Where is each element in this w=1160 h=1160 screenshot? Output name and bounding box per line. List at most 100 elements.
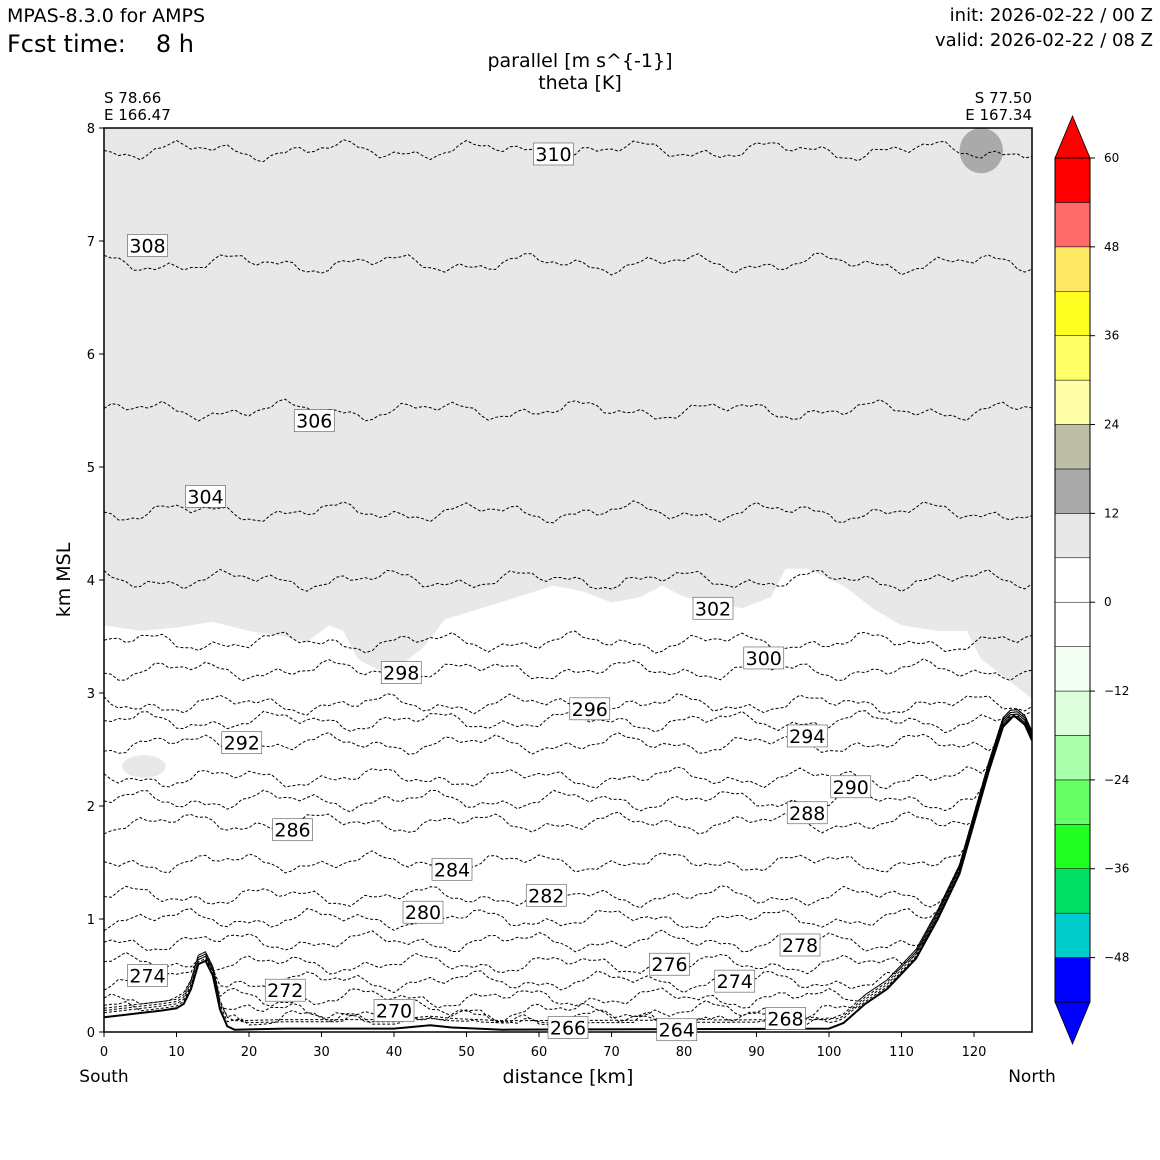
theta-contour: [104, 713, 1032, 1026]
contour-label-box: [402, 900, 444, 924]
x-tick-label: 20: [241, 1045, 258, 1060]
contour-label-text: 266: [550, 1017, 586, 1039]
contour-label-box: [786, 801, 828, 825]
colorbar-segment: [1054, 379, 1091, 425]
y-axis-label: km MSL: [53, 542, 75, 617]
y-tick-label: 0: [87, 1026, 95, 1041]
contour-label-box: [380, 661, 422, 684]
contour-label-box: [569, 697, 611, 721]
y-tick-label: 2: [87, 800, 95, 815]
theta-contour: [104, 139, 1032, 163]
theta-contour: [104, 715, 1032, 1023]
theta-contour: [104, 711, 1032, 1024]
colorbar-segment: [1054, 291, 1091, 336]
contour-label-text: 282: [528, 885, 564, 907]
terrain-line: [104, 714, 1032, 1031]
x-tick-label: 100: [817, 1045, 842, 1060]
chart-title: parallel [m s^{-1}]: [487, 50, 672, 72]
colorbar-tick-label: 24: [1104, 418, 1119, 432]
theta-contour: [104, 709, 1032, 1009]
theta-contour: [104, 713, 1032, 874]
forecast-time-value: 8 h: [155, 30, 194, 58]
colorbar-tick-label: −24: [1104, 773, 1129, 787]
contour-label-box: [692, 596, 734, 620]
colorbar-segment: [1054, 868, 1091, 914]
x-tick-label: 60: [531, 1045, 548, 1060]
theta-contour-label: 272: [264, 978, 306, 1002]
theta-contour-label: 280: [402, 900, 444, 924]
colorbar-segment: [1054, 957, 1091, 1003]
shaded-wind-region: [104, 128, 1032, 699]
x-tick-label: 80: [676, 1045, 693, 1060]
contour-label-box: [649, 952, 690, 976]
contour-label-box: [373, 999, 415, 1022]
colorbar-segment: [1054, 513, 1091, 559]
x-tick-label: 70: [603, 1045, 620, 1060]
colorbar-tick-label: 0: [1104, 595, 1112, 609]
contour-label-box: [127, 234, 168, 257]
left-end-lat: S 78.66: [104, 89, 161, 107]
theta-contour-label: 304: [185, 485, 226, 508]
theta-contour: [104, 568, 1032, 592]
theta-contour-label: 302: [692, 596, 734, 620]
colorbar-tick-label: 60: [1104, 151, 1119, 165]
theta-contour: [104, 711, 1032, 909]
contour-label-text: 306: [296, 411, 332, 433]
contour-label-box: [779, 933, 821, 957]
contour-label-box: [293, 409, 335, 432]
y-tick-label: 6: [87, 348, 95, 363]
contour-label-box: [656, 1018, 698, 1042]
x-tick-label: 50: [458, 1045, 475, 1060]
colorbar-segment: [1054, 202, 1091, 248]
valid-time: valid: 2026-02-22 / 08 Z: [935, 30, 1153, 51]
colorbar-segment: [1054, 646, 1091, 692]
theta-contour-label: 270: [373, 999, 415, 1023]
contour-label-box: [786, 724, 828, 748]
contour-label-text: 268: [767, 1008, 803, 1030]
theta-contour: [104, 658, 1032, 682]
contour-label-text: 276: [651, 954, 687, 976]
x-tick-label: 0: [100, 1045, 108, 1060]
forecast-time-label: Fcst time:: [7, 30, 126, 58]
theta-contour-label: 310: [533, 142, 574, 166]
contour-label-box: [765, 1007, 806, 1030]
contour-label-text: 300: [746, 648, 782, 670]
theta-contour-label: 284: [431, 857, 473, 881]
model-title: MPAS-8.3.0 for AMPS: [7, 5, 206, 27]
theta-contour: [104, 630, 1032, 654]
contour-label-text: 274: [717, 971, 753, 993]
theta-contour: [104, 709, 1032, 813]
x-tick-label: 30: [313, 1045, 330, 1060]
x-tick-label: 110: [889, 1045, 914, 1060]
colorbar-tick-label: 36: [1104, 329, 1119, 343]
theta-contour: [104, 252, 1032, 276]
x-tick-label: 90: [748, 1045, 765, 1060]
theta-contour: [104, 398, 1032, 422]
contour-label-text: 286: [274, 820, 310, 842]
contour-label-text: 274: [129, 966, 165, 988]
colorbar-over-arrow: [1054, 114, 1091, 159]
colorbar-segment: [1054, 468, 1091, 514]
theta-contour-label: 274: [714, 969, 756, 993]
y-tick-label: 1: [87, 913, 95, 928]
theta-contour-label: 276: [649, 952, 690, 976]
contour-label-text: 296: [572, 699, 608, 721]
theta-contour-label: 286: [272, 818, 313, 842]
colorbar-segment: [1054, 601, 1091, 647]
x-tick-label: 10: [168, 1045, 185, 1060]
theta-contour: [104, 711, 1032, 790]
theta-contour-label: 282: [525, 883, 567, 907]
contour-label-text: 310: [535, 144, 571, 166]
colorbar-frame: [1054, 157, 1091, 1003]
contour-label-box: [547, 1016, 589, 1039]
contour-label-box: [830, 775, 872, 799]
theta-contour-label: 274: [127, 964, 168, 988]
colorbar-segment: [1054, 824, 1091, 869]
theta-contour: [104, 715, 1032, 835]
x-tick-label: 40: [386, 1045, 403, 1060]
contour-label-text: 272: [267, 980, 303, 1002]
theta-contour-label: 292: [221, 731, 263, 755]
theta-contour-label: 268: [765, 1007, 806, 1030]
colorbar-segment: [1054, 912, 1091, 958]
